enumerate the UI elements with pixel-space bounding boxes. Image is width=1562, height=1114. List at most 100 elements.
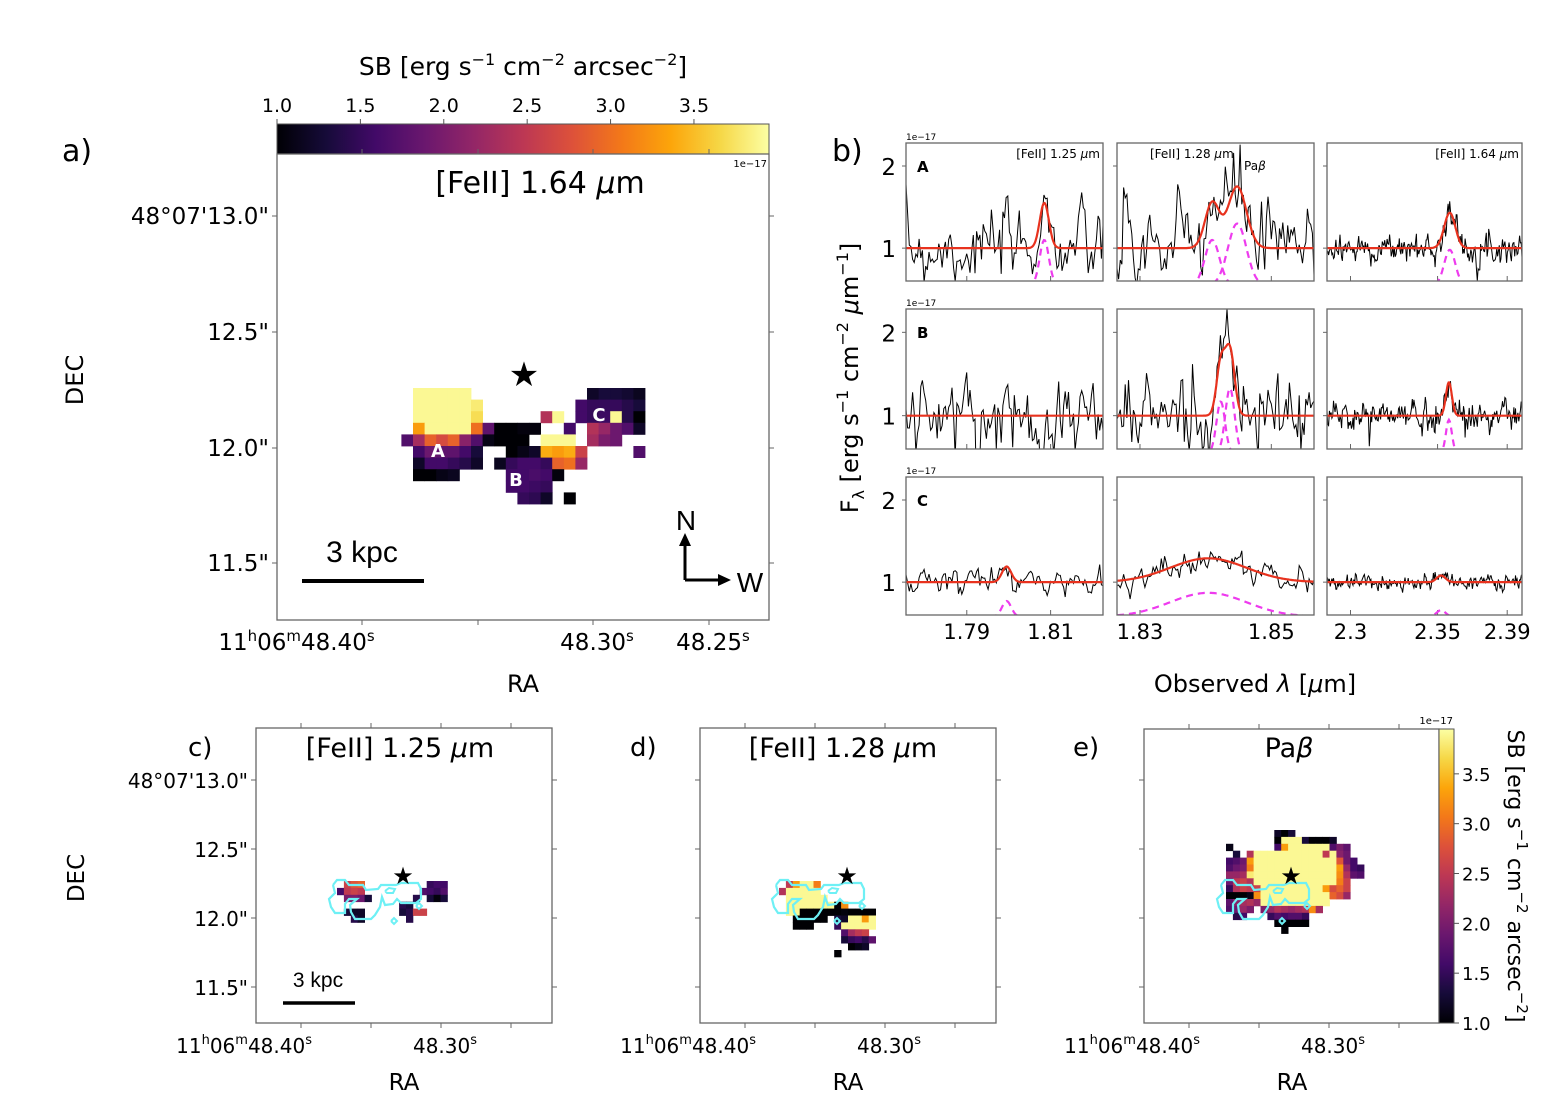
- x-tick-label: 2.35: [1414, 620, 1461, 644]
- map-pixel: [459, 388, 472, 400]
- map-pixel: [806, 894, 814, 903]
- map-pixel: [1232, 878, 1241, 886]
- colorbar-tick-label: 2.0: [429, 95, 459, 117]
- panel-d-label: d): [630, 733, 657, 763]
- map-pixel: [813, 908, 821, 916]
- panel-e-title: Paβ: [1265, 733, 1314, 764]
- map-pixel: [540, 457, 553, 470]
- map-pixel: [1329, 864, 1337, 872]
- map-pixel: [540, 411, 553, 424]
- colorbar-e-scale: 1e−17: [1419, 716, 1453, 727]
- map-pixel: [1343, 857, 1351, 865]
- map-pixel: [785, 894, 794, 903]
- colorbar-e-label: SB [erg s−1 cm−2 arcsec−2]: [1502, 730, 1531, 1023]
- map-pixel: [529, 446, 541, 458]
- map-pixel: [517, 446, 530, 458]
- map-pixel: [799, 887, 807, 896]
- map-pixel: [1274, 830, 1282, 838]
- map-pixel: [1267, 885, 1275, 893]
- colorbar-tick-label: 3.0: [1462, 815, 1491, 836]
- map-pixel: [868, 922, 876, 930]
- spectrum-subplot: [1323, 308, 1523, 450]
- spectrum-subplot: [1113, 308, 1315, 450]
- map-pixel: [587, 422, 599, 435]
- map-pixel: [1329, 871, 1337, 879]
- map-pixel: [834, 908, 842, 916]
- map-pixel: [413, 411, 425, 424]
- total-fit-line: [1117, 342, 1314, 417]
- map-pixel: [1322, 857, 1330, 865]
- map-pixel: [1281, 878, 1289, 886]
- map-pixel: [1246, 850, 1254, 858]
- map-pixel: [1301, 843, 1310, 852]
- map-pixel: [406, 901, 414, 909]
- map-pixel: [563, 434, 576, 447]
- colorbar-tick-label: 1.0: [1462, 1014, 1491, 1035]
- map-pixel: [505, 422, 518, 435]
- map-pixel: [792, 908, 801, 916]
- y-tick-label: 2: [881, 155, 896, 181]
- map-pixel: [854, 908, 863, 916]
- colorbar-tick-label: 3.0: [595, 95, 625, 117]
- map-pixel: [471, 422, 483, 435]
- panel-b-ylabel: Fλ [erg s−1 cm−2 μm−1]: [833, 243, 868, 514]
- map-pixel: [494, 457, 507, 470]
- subplot-frame: [1326, 142, 1523, 282]
- panel-d-frame: [699, 727, 997, 1024]
- map-pixel: [1288, 905, 1296, 914]
- map-pixel: [848, 908, 856, 916]
- map-pixel: [1350, 871, 1358, 879]
- map-pixel: [552, 411, 565, 424]
- region-label-b: B: [509, 470, 523, 491]
- contour-line: [415, 901, 424, 911]
- map-pixel: [1274, 899, 1282, 907]
- map-pixel: [357, 908, 365, 916]
- map-pixel: [424, 446, 437, 458]
- x-tick-label: 1.85: [1248, 620, 1295, 644]
- map-pixel: [1232, 857, 1241, 865]
- map-pixel: [1301, 850, 1310, 858]
- panel-b-label: b): [832, 134, 863, 169]
- total-fit-line: [1117, 557, 1314, 583]
- map-pixel: [1295, 905, 1303, 914]
- map-pixel: [806, 881, 814, 889]
- map-pixel: [447, 457, 460, 470]
- map-pixel: [505, 469, 518, 482]
- map-pixel: [529, 492, 541, 505]
- map-pixel: [610, 388, 623, 400]
- map-pixel: [563, 446, 576, 458]
- map-pixel: [1315, 905, 1323, 914]
- map-pixel: [1260, 850, 1268, 858]
- map-pixel: [529, 469, 541, 482]
- map-pixel: [1274, 892, 1282, 900]
- map-pixel: [552, 469, 565, 482]
- subplot-title: [FeII] 1.25 μm: [1016, 147, 1100, 161]
- component-fit-line: [1441, 417, 1457, 449]
- map-pixel: [1301, 836, 1310, 845]
- map-pixel: [1226, 864, 1234, 872]
- map-pixel: [841, 922, 849, 930]
- map-pixel: [1322, 885, 1330, 893]
- map-pixel: [1232, 912, 1241, 921]
- map-pixel: [1329, 857, 1337, 865]
- map-pixel: [1232, 885, 1241, 893]
- map-pixel: [1288, 885, 1296, 893]
- x-tick-label: 2.39: [1484, 620, 1531, 644]
- map-pixel: [1301, 864, 1310, 872]
- contour-line: [1278, 916, 1287, 926]
- spectrum-subplot: 1.79 1.81 C: [902, 476, 1104, 644]
- map-pixel: [433, 881, 441, 889]
- map-pixel: [1281, 857, 1289, 865]
- total-fit-line: [1327, 574, 1522, 584]
- map-pixel: [505, 457, 518, 470]
- scale-bar-c-label: 3 kpc: [293, 969, 343, 992]
- map-pixel: [841, 901, 849, 909]
- map-pixel: [1336, 871, 1344, 879]
- map-pixel: [529, 457, 541, 470]
- map-pixel: [868, 936, 876, 944]
- map-pixel: [1260, 892, 1268, 900]
- x-tick-label: 48.30s: [1301, 1033, 1365, 1058]
- map-pixel: [1288, 864, 1296, 872]
- map-pixel: [1226, 843, 1234, 852]
- map-pixel: [419, 908, 428, 916]
